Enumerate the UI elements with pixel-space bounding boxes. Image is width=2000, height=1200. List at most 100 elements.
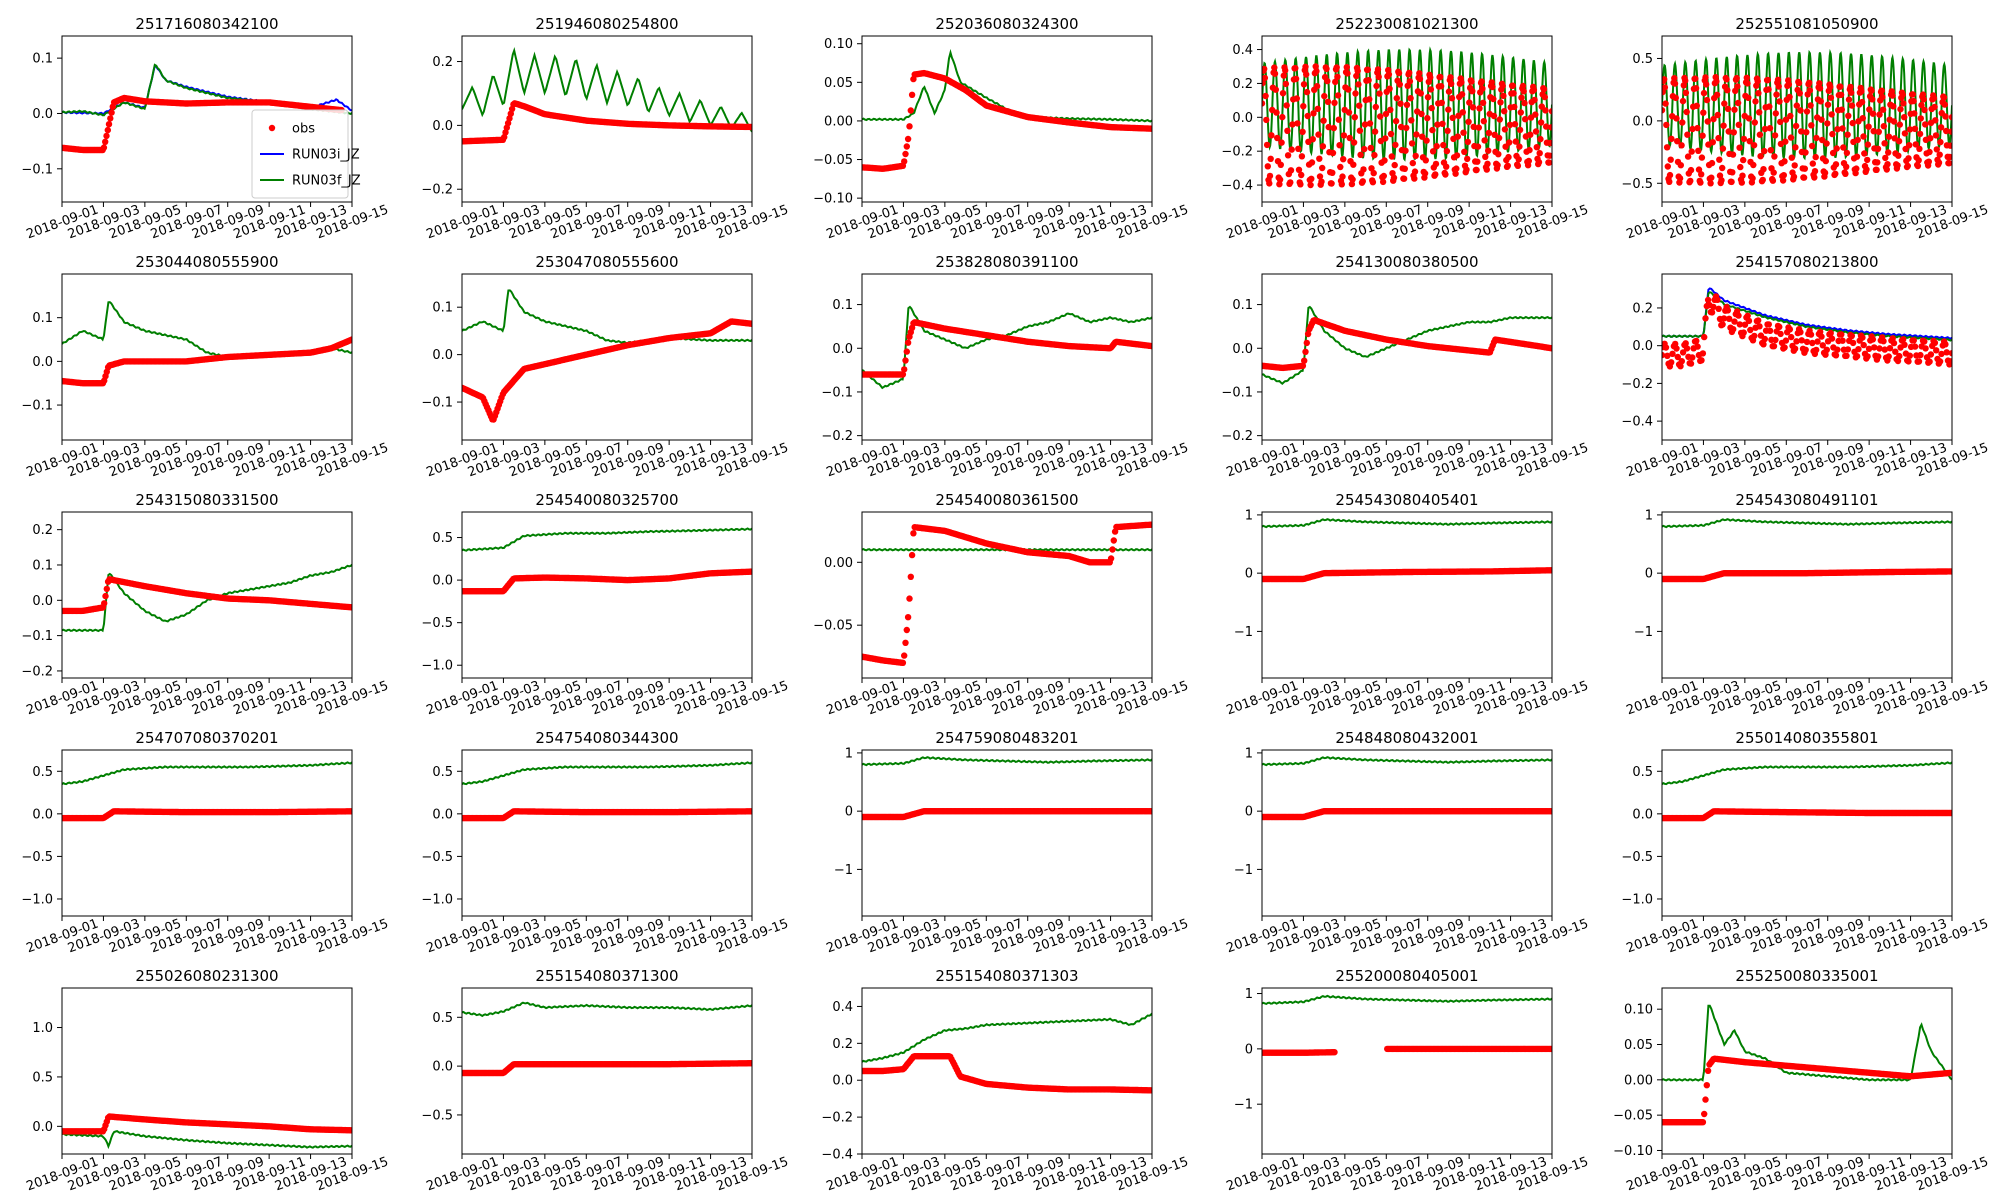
obs-point <box>1664 163 1672 170</box>
obs-point <box>1917 115 1925 122</box>
obs-point <box>1708 174 1715 181</box>
obs-point <box>1895 152 1902 159</box>
obs-point <box>1337 163 1344 171</box>
obs-point <box>1738 179 1746 186</box>
obs-point <box>903 626 910 634</box>
obs-point <box>1726 315 1733 322</box>
obs-point <box>348 808 352 815</box>
obs-point <box>1424 94 1432 101</box>
y-tick-label: −0.5 <box>421 850 453 865</box>
y-tick-label: −0.2 <box>421 183 453 198</box>
y-tick-label: −0.4 <box>1221 179 1253 194</box>
obs-point <box>1844 131 1851 138</box>
obs-point <box>1777 118 1784 126</box>
obs-point <box>1899 91 1906 98</box>
obs-point <box>1448 80 1455 88</box>
obs-point <box>1775 83 1782 90</box>
obs-point <box>1773 91 1780 98</box>
obs-point <box>1714 111 1722 119</box>
legend-box <box>251 109 349 199</box>
obs-point <box>1947 142 1952 149</box>
obs-point <box>1910 97 1917 105</box>
obs-point <box>906 595 913 602</box>
plot-area <box>1662 287 1952 370</box>
obs-point <box>1922 121 1929 128</box>
obs-point <box>906 123 913 130</box>
obs-point <box>1344 70 1351 77</box>
obs-point <box>1678 358 1686 365</box>
obs-point <box>1868 87 1875 94</box>
obs-point <box>1454 133 1462 140</box>
obs-point <box>1752 98 1759 105</box>
obs-point <box>1735 312 1742 319</box>
obs-point <box>105 121 113 128</box>
obs-point <box>1447 74 1454 81</box>
obs-point <box>1770 169 1777 176</box>
obs-point <box>1429 126 1436 134</box>
obs-point <box>1735 121 1743 128</box>
obs-point <box>1839 125 1846 132</box>
y-tick-label: 0.00 <box>824 114 853 129</box>
obs-point <box>1422 157 1430 164</box>
obs-point <box>1533 144 1541 151</box>
obs-point <box>1302 348 1309 355</box>
obs-point <box>1448 95 1456 102</box>
obs-point <box>1374 66 1382 73</box>
axes-frame <box>61 273 353 441</box>
obs-point <box>1438 99 1446 107</box>
obs-point <box>1806 79 1813 87</box>
obs-point <box>1885 133 1893 140</box>
obs-point <box>1532 111 1539 118</box>
obs-point <box>1403 124 1410 132</box>
obs-point <box>1379 178 1387 186</box>
obs-point <box>1279 90 1287 97</box>
obs-point <box>1713 91 1721 99</box>
obs-point <box>1400 175 1408 182</box>
obs-point <box>1700 89 1708 97</box>
panel-254759080483201: 254759080483201−1012018-09-012018-09-032… <box>824 729 1190 956</box>
obs-point <box>1537 119 1545 126</box>
obs-point <box>1853 165 1860 172</box>
obs-point <box>1699 132 1706 139</box>
obs-point <box>1475 124 1483 131</box>
obs-point <box>1366 120 1374 127</box>
obs-point <box>1905 358 1912 365</box>
y-tick-label: 0.0 <box>432 574 453 589</box>
obs-point <box>1110 537 1118 544</box>
obs-point <box>1889 92 1896 99</box>
obs-point <box>1800 174 1808 181</box>
y-tick-label: 0.0 <box>1632 114 1653 129</box>
obs-point <box>1267 155 1274 162</box>
series-line-RUN03f_JZ <box>462 761 752 786</box>
obs-point <box>1937 138 1944 146</box>
obs-point <box>1848 89 1855 96</box>
obs-point <box>1299 128 1306 135</box>
obs-point <box>1445 106 1452 113</box>
obs-point <box>1811 168 1819 175</box>
obs-point <box>1919 91 1927 98</box>
obs-point <box>1853 353 1861 360</box>
obs-point <box>1803 338 1811 346</box>
panel-254754080344300: 254754080344300−1.0−0.50.00.52018-09-012… <box>421 729 790 956</box>
obs-point <box>1720 122 1727 129</box>
obs-point <box>1793 338 1800 345</box>
obs-point <box>1287 179 1294 186</box>
y-tick-label: −1 <box>1634 625 1653 640</box>
obs-point <box>1669 350 1676 357</box>
obs-point <box>1445 88 1453 95</box>
obs-point <box>1304 330 1312 338</box>
obs-point <box>1736 321 1744 328</box>
obs-point <box>1371 151 1378 159</box>
axes-frame <box>861 273 1153 441</box>
obs-point <box>1334 73 1341 81</box>
obs-point <box>1938 350 1945 358</box>
obs-point <box>1814 338 1821 345</box>
obs-point <box>1715 134 1722 142</box>
obs-point <box>1264 163 1272 170</box>
obs-point <box>1822 351 1829 358</box>
obs-point <box>1355 81 1362 88</box>
obs-point <box>1406 69 1413 77</box>
obs-point <box>1370 169 1377 177</box>
obs-point <box>1531 96 1538 104</box>
obs-point <box>1911 125 1919 132</box>
